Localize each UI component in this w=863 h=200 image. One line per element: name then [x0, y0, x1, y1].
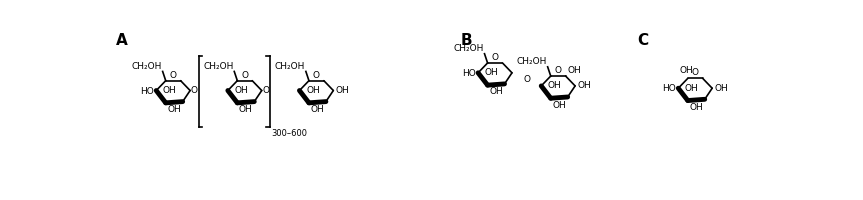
Text: O: O	[170, 71, 177, 80]
Text: A: A	[117, 33, 128, 48]
Text: OH: OH	[568, 66, 582, 75]
Text: OH: OH	[690, 103, 703, 112]
Text: HO: HO	[462, 69, 476, 78]
Text: OH: OH	[167, 105, 181, 114]
Text: OH: OH	[548, 81, 562, 90]
Text: B: B	[460, 33, 472, 48]
Text: O: O	[313, 71, 320, 80]
Text: OH: OH	[485, 68, 499, 77]
Text: CH₂OH: CH₂OH	[516, 57, 547, 66]
Text: OH: OH	[715, 84, 728, 93]
Text: CH₂OH: CH₂OH	[453, 44, 484, 53]
Text: CH₂OH: CH₂OH	[203, 62, 234, 71]
Text: HO: HO	[140, 87, 154, 96]
Text: O: O	[523, 75, 530, 84]
Text: OH: OH	[577, 81, 591, 90]
Text: C: C	[638, 33, 649, 48]
Text: OH: OH	[306, 86, 320, 95]
Text: O: O	[191, 86, 198, 95]
Text: O: O	[242, 71, 249, 80]
Text: 300–600: 300–600	[272, 129, 308, 138]
Text: OH: OH	[336, 86, 350, 95]
Text: OH: OH	[552, 101, 566, 110]
Text: OH: OH	[489, 87, 503, 96]
Text: OH: OH	[235, 86, 249, 95]
Text: OH: OH	[163, 86, 177, 95]
Text: OH: OH	[311, 105, 324, 114]
Text: CH₂OH: CH₂OH	[131, 62, 162, 71]
Text: OH: OH	[679, 66, 693, 75]
Text: O: O	[262, 86, 269, 95]
Text: CH₂OH: CH₂OH	[274, 62, 306, 71]
Text: OH: OH	[685, 84, 699, 93]
Text: O: O	[692, 68, 699, 77]
Text: O: O	[492, 53, 499, 62]
Text: OH: OH	[239, 105, 253, 114]
Text: HO: HO	[662, 84, 676, 93]
Text: O: O	[555, 66, 562, 75]
